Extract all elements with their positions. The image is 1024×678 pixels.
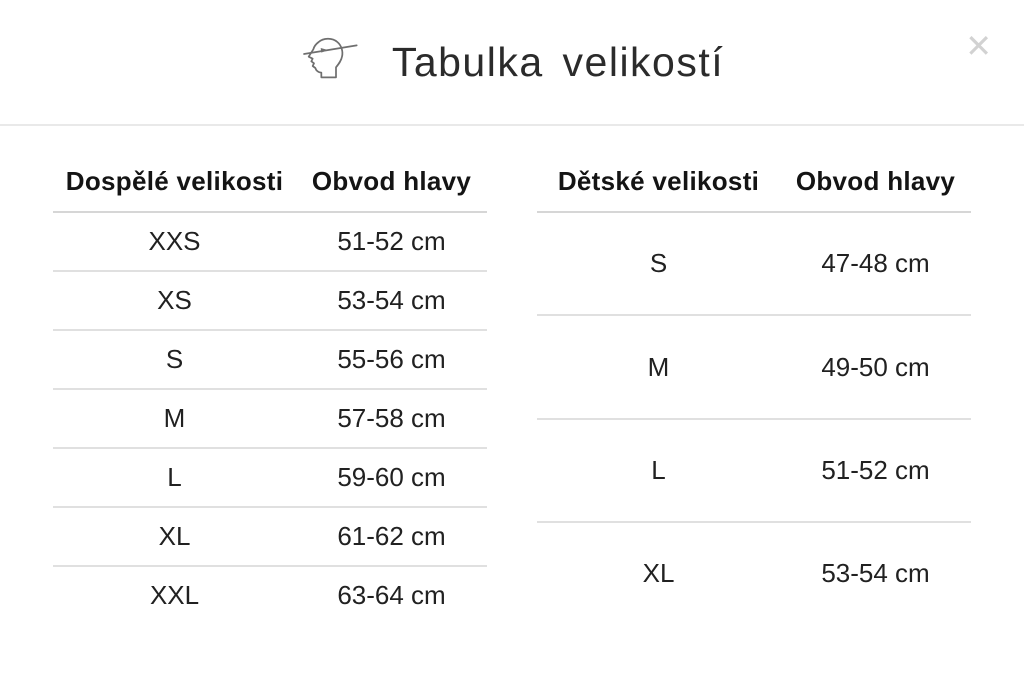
size-cell: XXL <box>149 580 200 610</box>
circumference-cell: 55-56 cm <box>296 330 487 390</box>
circumference-cell: 59-60 cm <box>296 448 487 508</box>
column-header: Dospělé velikosti <box>53 154 297 213</box>
table-row: XL 53-54 cm <box>537 522 971 624</box>
table-header-row: Dospělé velikosti Obvod hlavy <box>53 154 487 213</box>
table-row: XL 61-62 cm <box>53 507 487 567</box>
modal-header: Tabulka velikostí ✕ <box>0 0 1024 126</box>
head-measurement-icon <box>300 31 360 93</box>
column-header: Obvod hlavy <box>780 154 971 213</box>
table-row: L 59-60 cm <box>53 448 487 508</box>
title-group: Tabulka velikostí <box>300 31 724 93</box>
page-title: Tabulka velikostí <box>391 38 725 85</box>
size-cell: S <box>53 330 297 390</box>
circumference-cell: 63-64 cm <box>337 580 446 610</box>
table-row: S 55-56 cm <box>53 330 487 390</box>
size-table-adult: Dospělé velikosti Obvod hlavy XXS 51-52 cm… <box>53 154 487 624</box>
size-cell: L <box>537 418 781 524</box>
circumference-cell: 47-48 cm <box>780 212 971 317</box>
table-row: M 57-58 cm <box>53 389 487 449</box>
size-cell: L <box>53 448 297 508</box>
size-cell: M <box>537 315 781 420</box>
circumference-cell: 51-52 cm <box>780 418 971 524</box>
close-icon[interactable]: ✕ <box>961 26 996 66</box>
size-cell: XS <box>53 271 297 331</box>
size-cell: XXS <box>53 212 297 272</box>
circumference-cell: 51-52 cm <box>296 212 487 272</box>
circumference-cell: 53-54 cm <box>296 271 487 331</box>
table-row: L 51-52 cm <box>537 418 971 524</box>
circumference-cell: 53-54 cm <box>821 558 930 589</box>
circumference-cell: 61-62 cm <box>296 507 487 567</box>
circumference-cell: 57-58 cm <box>296 389 487 449</box>
circumference-cell: 49-50 cm <box>780 315 971 420</box>
column-header: Dětské velikosti <box>537 154 781 213</box>
table-row: XXL 63-64 cm <box>53 566 487 624</box>
column-header: Obvod hlavy <box>296 154 487 213</box>
table-row: S 47-48 cm <box>537 212 971 317</box>
size-cell: S <box>537 212 781 317</box>
size-cell: XL <box>53 507 297 567</box>
size-cell: M <box>53 389 297 449</box>
table-row: XXS 51-52 cm <box>53 212 487 272</box>
tables-container: Dospělé velikosti Obvod hlavy XXS 51-52 cm… <box>0 126 1024 624</box>
table-header-row: Dětské velikosti Obvod hlavy <box>537 154 971 213</box>
size-table-children: Dětské velikosti Obvod hlavy S 47-48 cm M 49… <box>537 154 971 624</box>
table-row: XS 53-54 cm <box>53 271 487 331</box>
size-cell: XL <box>642 558 675 589</box>
table-row: M 49-50 cm <box>537 315 971 420</box>
